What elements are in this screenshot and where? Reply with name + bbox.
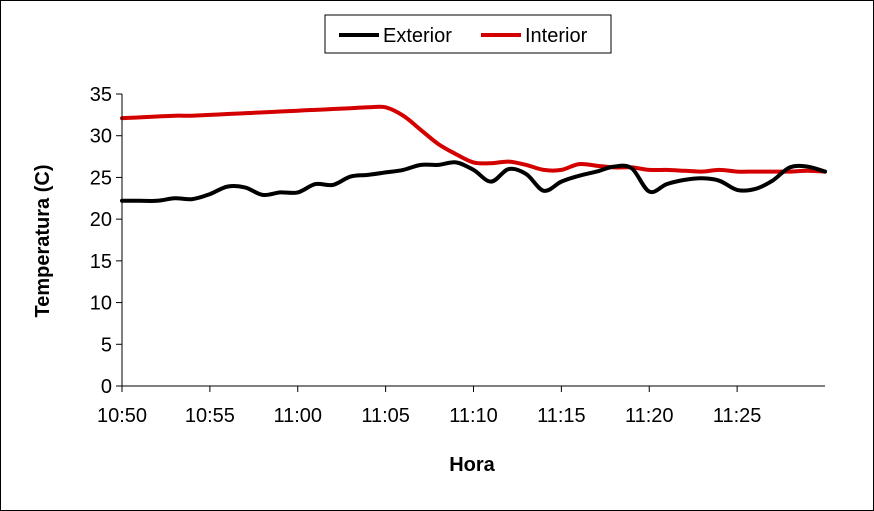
series-line-exterior [120, 160, 827, 203]
y-axis-title: Temperatura (C) [32, 165, 54, 318]
x-tick-label: 11:25 [713, 405, 762, 427]
y-tick-label: 35 [90, 84, 112, 106]
x-tick-label: 11:20 [625, 405, 674, 427]
legend: Exterior Interior [324, 14, 612, 54]
x-tick-label: 11:00 [273, 405, 322, 427]
y-tick-label: 10 [90, 293, 112, 315]
legend-label-exterior: Exterior [383, 25, 452, 47]
y-tick-label: 20 [90, 209, 112, 231]
y-axis-ticks: 0 5 10 15 20 25 30 35 [90, 84, 122, 398]
x-tick-label: 11:05 [361, 405, 410, 427]
x-tick-label: 11:10 [449, 405, 498, 427]
x-tick-label: 10:50 [97, 405, 147, 427]
y-tick-label: 0 [101, 376, 112, 398]
x-axis-title: Hora [449, 454, 495, 476]
x-tick-label: 11:15 [537, 405, 586, 427]
y-tick-label: 15 [90, 251, 112, 273]
legend-label-interior: Interior [525, 25, 588, 47]
series-lines [120, 104, 827, 203]
y-tick-label: 25 [90, 167, 112, 189]
x-tick-label: 10:55 [185, 405, 235, 427]
y-tick-label: 30 [90, 126, 112, 148]
x-axis-ticks: 10:50 10:55 11:00 11:05 11:10 11:15 11:20 11:25 [97, 386, 761, 427]
y-tick-label: 5 [101, 334, 112, 356]
series-line-interior [120, 104, 827, 174]
